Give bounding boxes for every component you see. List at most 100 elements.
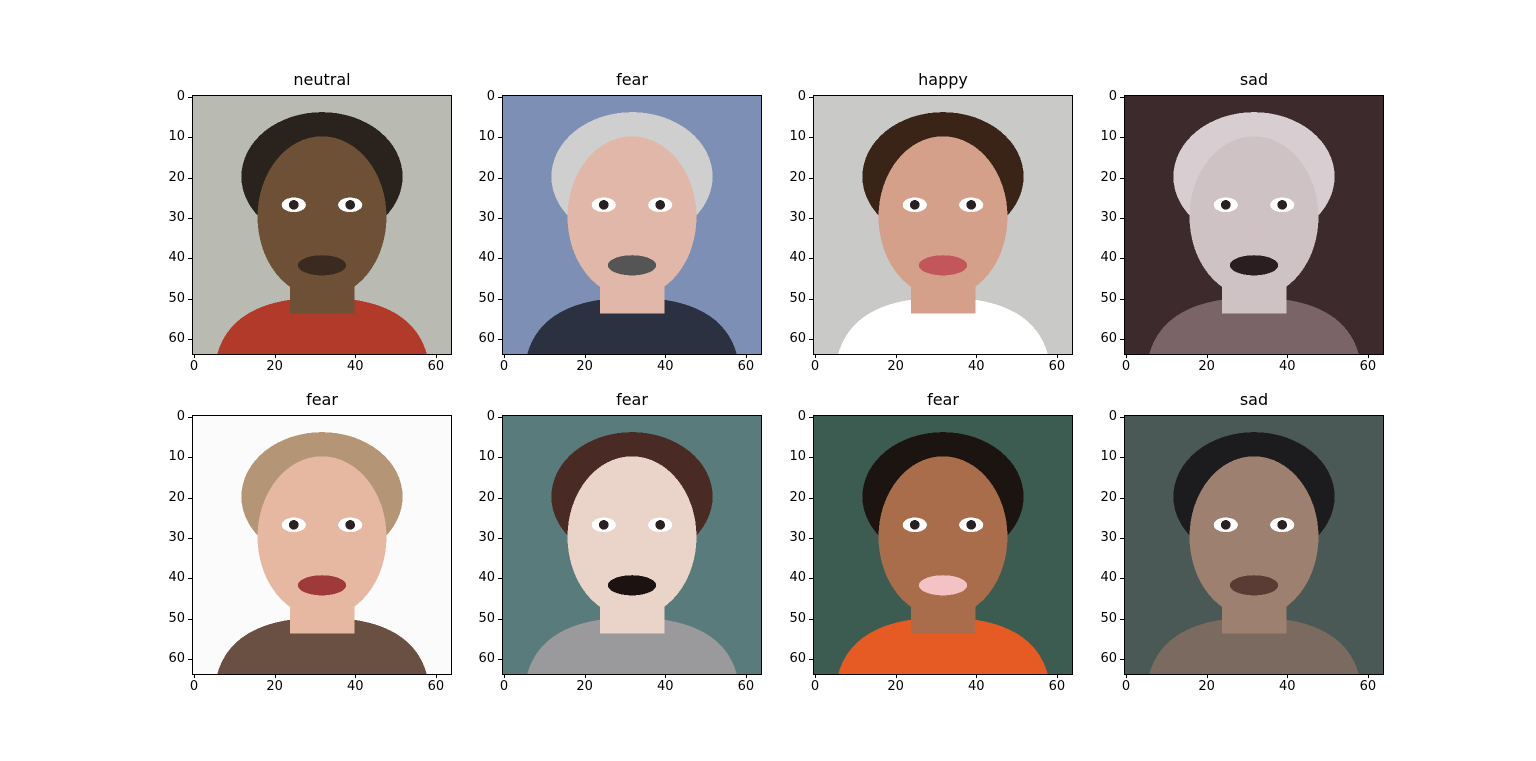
ytick-label: 0 bbox=[797, 89, 806, 105]
shoulders bbox=[527, 297, 737, 354]
mouth bbox=[1229, 255, 1279, 276]
left-pupil bbox=[909, 520, 920, 530]
ytick-mark bbox=[498, 258, 502, 260]
mouth bbox=[607, 575, 657, 596]
left-pupil bbox=[1220, 200, 1231, 210]
xtick-label: 20 bbox=[576, 359, 593, 374]
panel-title: fear bbox=[927, 390, 959, 409]
ytick-mark bbox=[809, 137, 813, 139]
ytick-mark bbox=[188, 537, 192, 539]
ytick-mark bbox=[498, 658, 502, 660]
ytick-label: 40 bbox=[168, 250, 185, 266]
shoulders bbox=[838, 297, 1048, 354]
nose bbox=[934, 536, 952, 566]
xtick-mark bbox=[504, 354, 506, 358]
ytick-label: 60 bbox=[168, 650, 185, 666]
left-pupil bbox=[288, 520, 299, 530]
image-axes bbox=[813, 95, 1073, 355]
ytick-mark bbox=[188, 137, 192, 139]
xtick-mark bbox=[665, 674, 667, 678]
xtick-label: 60 bbox=[427, 679, 445, 694]
ytick-label: 10 bbox=[789, 449, 806, 465]
ytick-mark bbox=[1120, 97, 1124, 99]
ytick-label: 60 bbox=[1100, 650, 1117, 666]
xtick-label: 20 bbox=[1198, 359, 1215, 374]
ytick-label: 20 bbox=[1100, 169, 1117, 185]
xtick-label: 0 bbox=[499, 679, 509, 694]
ytick-label: 60 bbox=[478, 650, 495, 666]
ytick-mark bbox=[1120, 258, 1124, 260]
xtick-label: 40 bbox=[967, 359, 985, 374]
xtick-label: 20 bbox=[887, 679, 904, 694]
ytick-mark bbox=[809, 537, 813, 539]
ytick-mark bbox=[809, 457, 813, 459]
ytick-mark bbox=[498, 217, 502, 219]
ytick-mark bbox=[498, 177, 502, 179]
ytick-mark bbox=[809, 97, 813, 99]
face-image bbox=[1125, 96, 1383, 354]
ytick-mark bbox=[1120, 217, 1124, 219]
ytick-mark bbox=[1120, 417, 1124, 419]
xtick-mark bbox=[435, 354, 437, 358]
shoulders bbox=[1149, 297, 1359, 354]
ytick-label: 0 bbox=[797, 409, 806, 425]
panel-title: sad bbox=[1239, 70, 1269, 89]
mouth bbox=[1229, 575, 1279, 596]
xtick-mark bbox=[665, 354, 667, 358]
left-pupil bbox=[1220, 520, 1231, 530]
ytick-label: 30 bbox=[1100, 209, 1117, 225]
ytick-mark bbox=[498, 618, 502, 620]
ytick-mark bbox=[1120, 618, 1124, 620]
ytick-mark bbox=[188, 97, 192, 99]
subplot-6: fear 0 10 20 30 40 50 60 0 20 40 60 bbox=[478, 390, 762, 694]
ytick-mark bbox=[809, 298, 813, 300]
ytick-label: 0 bbox=[486, 409, 495, 425]
ytick-mark bbox=[498, 338, 502, 340]
ytick-label: 20 bbox=[478, 489, 495, 505]
ytick-mark bbox=[498, 417, 502, 419]
xtick-mark bbox=[745, 354, 747, 358]
ytick-label: 50 bbox=[1100, 610, 1117, 626]
xtick-label: 40 bbox=[1278, 679, 1296, 694]
xtick-mark bbox=[895, 674, 897, 678]
ytick-label: 20 bbox=[478, 169, 495, 185]
xtick-mark bbox=[1367, 674, 1369, 678]
ytick-label: 60 bbox=[478, 330, 495, 346]
ytick-mark bbox=[1120, 137, 1124, 139]
face-image bbox=[814, 96, 1072, 354]
ytick-mark bbox=[809, 578, 813, 580]
ytick-label: 50 bbox=[478, 290, 495, 306]
ytick-label: 50 bbox=[1100, 290, 1117, 306]
ytick-mark bbox=[188, 417, 192, 419]
ytick-label: 10 bbox=[1100, 449, 1117, 465]
xtick-label: 20 bbox=[266, 359, 283, 374]
ytick-label: 40 bbox=[478, 570, 495, 586]
ytick-mark bbox=[809, 417, 813, 419]
panel-title: sad bbox=[1239, 390, 1269, 409]
shoulders bbox=[527, 617, 737, 674]
xtick-label: 40 bbox=[967, 679, 985, 694]
panel-title: fear bbox=[306, 390, 338, 409]
ytick-label: 30 bbox=[168, 209, 185, 225]
xtick-label: 0 bbox=[499, 359, 509, 374]
ytick-label: 0 bbox=[176, 409, 185, 425]
xtick-mark bbox=[1126, 674, 1128, 678]
mouth bbox=[607, 255, 657, 276]
mouth bbox=[918, 575, 968, 596]
xtick-mark bbox=[1206, 674, 1208, 678]
xtick-mark bbox=[815, 354, 817, 358]
ytick-mark bbox=[498, 537, 502, 539]
face-image bbox=[193, 416, 451, 674]
face-image bbox=[814, 416, 1072, 674]
right-pupil bbox=[655, 200, 666, 210]
ytick-mark bbox=[1120, 578, 1124, 580]
xtick-mark bbox=[1367, 354, 1369, 358]
ytick-label: 0 bbox=[1108, 89, 1117, 105]
ytick-mark bbox=[1120, 537, 1124, 539]
face-image bbox=[503, 96, 761, 354]
xtick-mark bbox=[274, 674, 276, 678]
ytick-mark bbox=[498, 578, 502, 580]
xtick-mark bbox=[1056, 354, 1058, 358]
ytick-mark bbox=[498, 457, 502, 459]
ytick-mark bbox=[498, 137, 502, 139]
